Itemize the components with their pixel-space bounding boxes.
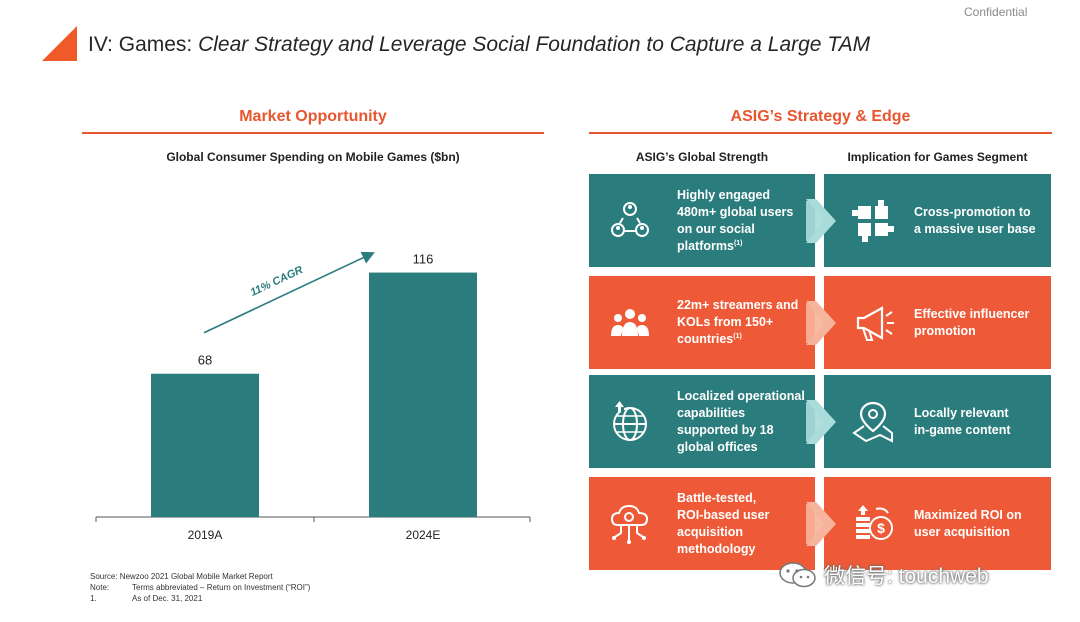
globe-upload-icon: [613, 400, 647, 441]
footnote-text: As of Dec. 31, 2021: [132, 594, 203, 603]
market-opportunity-heading: Market Opportunity: [239, 108, 387, 125]
market-opportunity-rule: [82, 132, 544, 134]
strategy-edge-heading: ASIG’s Strategy & Edge: [730, 108, 911, 125]
implication-box-1: Cross-promotion to a massive user base: [824, 174, 1051, 267]
text-line: user acquisition: [914, 524, 1010, 539]
chevron-right-icon: [806, 501, 836, 546]
puzzle-hands-icon: [852, 199, 894, 242]
strength-box-4: Battle-tested, ROI-based user acquisition m…: [589, 477, 815, 570]
text-line: a massive user base: [914, 221, 1036, 236]
footnote-note: Note: Terms abbreviated – Return on Inve…: [90, 582, 310, 593]
footnote-text: Terms abbreviated – Return on Investment…: [132, 583, 311, 592]
chart-title: Global Consumer Spending on Mobile Games…: [166, 150, 460, 164]
chevron-right-icon: [806, 300, 836, 345]
text-line: Locally relevant: [914, 405, 1009, 420]
watermark-text: 微信号: touchweb: [824, 565, 989, 588]
megaphone-icon: [856, 305, 894, 341]
text-line: Localized operational: [677, 388, 805, 403]
orange-triangle-logo: [42, 26, 77, 61]
implication-text: Locally relevant in-game content: [914, 405, 1011, 439]
text-line: Battle-tested,: [677, 490, 757, 505]
implication-text: Maximized ROI on user acquisition: [914, 507, 1022, 541]
footnote-text: Source: Newzoo 2021 Global Mobile Market…: [90, 572, 273, 581]
text-line: platforms: [677, 238, 734, 253]
text-line: ROI-based user: [677, 507, 770, 522]
text-line: Highly engaged: [677, 187, 771, 202]
tick-label-2024E: 2024E: [406, 528, 441, 542]
text-line: Maximized ROI on: [914, 507, 1022, 522]
text-line: global offices: [677, 439, 758, 454]
strategy-edge-rule: [589, 132, 1052, 134]
cagr-arrow: [203, 251, 375, 334]
wechat-icon: [779, 562, 816, 588]
implication-box-4: $ Maximized ROI on user acquisition: [824, 477, 1051, 570]
footnote-ref: (1): [733, 239, 743, 247]
strength-box-1: Highly engaged 480m+ global users on our s…: [589, 174, 815, 267]
strength-box-2: 22m+ streamers and KOLs from 150+ countrie…: [589, 276, 815, 369]
footnotes: Source: Newzoo 2021 Global Mobile Market…: [90, 571, 310, 604]
cagr-label: 11% CAGR: [249, 264, 305, 299]
text-line: Effective influencer: [914, 306, 1030, 321]
text-line: acquisition: [677, 524, 743, 539]
title-italic: Clear Strategy and Leverage Social Found…: [198, 33, 871, 56]
implication-box-3: Locally relevant in-game content: [824, 375, 1051, 468]
text-line: countries: [677, 332, 734, 346]
slide-title: IV: Games: Clear Strategy and Leverage S…: [88, 33, 870, 57]
title-prefix: IV: Games:: [88, 33, 199, 56]
footnote-one: 1. As of Dec. 31, 2021: [90, 593, 310, 604]
strength-box-3: Localized operational capabilities support…: [589, 375, 815, 468]
text-line: KOLs from 150+: [677, 315, 774, 329]
confidential-label: Confidential: [964, 5, 1028, 19]
text-line: supported by 18: [677, 422, 774, 437]
data-label-2019A: 68: [198, 353, 212, 368]
strength-text: Highly engaged 480m+ global users on our s…: [677, 187, 793, 255]
spending-bar-chart: 68 2019A 116 2024E 11% CAGR: [95, 251, 531, 542]
implication-text: Effective influencer promotion: [914, 306, 1029, 340]
bar-2019A: [151, 373, 259, 517]
coins-roi-icon: $: [856, 504, 893, 540]
wechat-watermark: 微信号: touchweb: [778, 560, 989, 590]
chevron-right-icon: [806, 399, 836, 444]
text-line: promotion: [914, 323, 976, 338]
strength-text: 22m+ streamers and KOLs from 150+ countrie…: [677, 297, 798, 348]
chevron-right-icon: [806, 198, 836, 243]
tick-label-2019A: 2019A: [188, 528, 223, 542]
crowd-icon: [611, 308, 649, 336]
footnote-key: 1.: [90, 594, 97, 603]
footnote-ref: (1): [733, 332, 742, 340]
implication-box-2: Effective influencer promotion: [824, 276, 1051, 369]
text-line: 22m+ streamers and: [677, 298, 799, 312]
map-pin-icon: [852, 401, 893, 443]
global-strength-column-header: ASIG’s Global Strength: [635, 150, 769, 164]
footnote-source: Source: Newzoo 2021 Global Mobile Market…: [90, 571, 310, 582]
cloud-gear-icon: [610, 504, 649, 544]
text-line: 480m+ global users: [677, 204, 794, 219]
text-line: Cross-promotion to: [914, 204, 1031, 219]
implication-text: Cross-promotion to a massive user base: [914, 204, 1036, 238]
strength-text: Localized operational capabilities support…: [677, 388, 805, 456]
users-network-icon: [611, 201, 649, 237]
implication-column-header: Implication for Games Segment: [847, 150, 1028, 164]
strength-text: Battle-tested, ROI-based user acquisition m…: [677, 490, 769, 558]
footnote-key: Note:: [90, 583, 110, 592]
bar-2024E: [369, 272, 477, 517]
data-label-2024E: 116: [413, 252, 434, 267]
text-line: on our social: [677, 221, 755, 236]
text-line: in-game content: [914, 422, 1011, 437]
svg-text:$: $: [877, 520, 885, 536]
text-line: methodology: [677, 541, 756, 556]
text-line: capabilities: [677, 405, 746, 420]
